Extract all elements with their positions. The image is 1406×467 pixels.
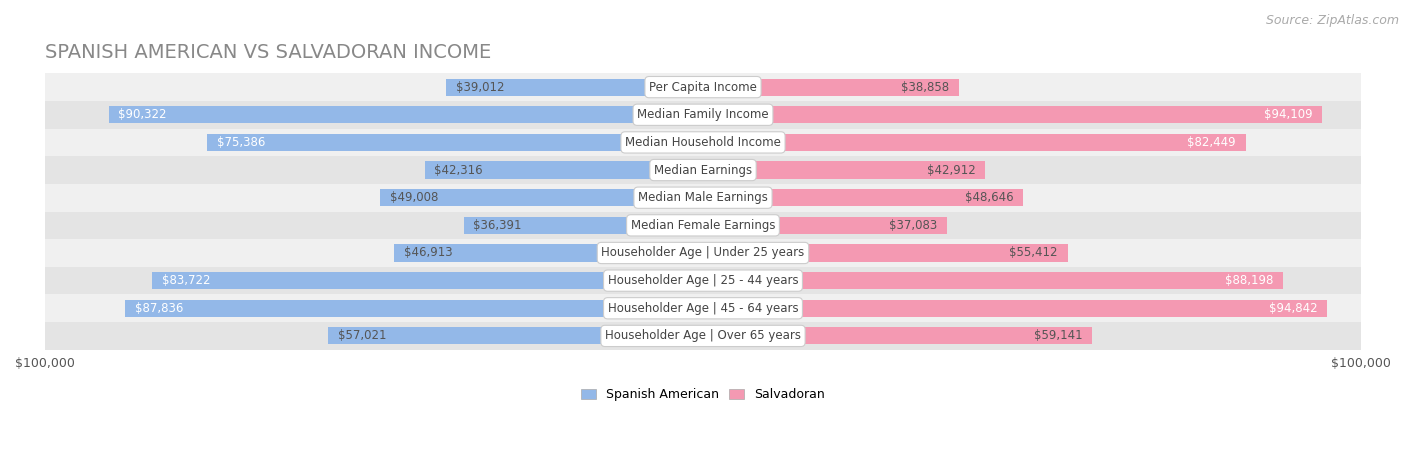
Bar (703, 134, 1246, 151)
Text: $59,141: $59,141 (1033, 329, 1083, 342)
Text: $37,083: $37,083 (889, 219, 938, 232)
Bar (703, 300, 1327, 317)
Bar (207, 134, 703, 151)
Text: $48,646: $48,646 (965, 191, 1014, 204)
Text: $55,412: $55,412 (1010, 247, 1057, 260)
Text: SPANISH AMERICAN VS SALVADORAN INCOME: SPANISH AMERICAN VS SALVADORAN INCOME (45, 43, 491, 62)
Bar (108, 106, 703, 123)
Bar (703, 244, 1067, 262)
Text: Householder Age | 45 - 64 years: Householder Age | 45 - 64 years (607, 302, 799, 315)
Bar (446, 78, 703, 96)
Bar (45, 73, 1361, 101)
Bar (45, 322, 1361, 350)
Bar (45, 128, 1361, 156)
Text: $88,198: $88,198 (1225, 274, 1274, 287)
Bar (45, 156, 1361, 184)
Text: $90,322: $90,322 (118, 108, 167, 121)
Text: $42,912: $42,912 (927, 163, 976, 177)
Bar (703, 78, 959, 96)
Text: $94,109: $94,109 (1264, 108, 1312, 121)
Bar (152, 272, 703, 289)
Text: $49,008: $49,008 (391, 191, 439, 204)
Bar (464, 217, 703, 234)
Text: Median Male Earnings: Median Male Earnings (638, 191, 768, 204)
Bar (45, 239, 1361, 267)
Bar (45, 184, 1361, 212)
Bar (125, 300, 703, 317)
Bar (703, 272, 1284, 289)
Text: Householder Age | Under 25 years: Householder Age | Under 25 years (602, 247, 804, 260)
Text: $83,722: $83,722 (162, 274, 211, 287)
Bar (703, 217, 948, 234)
Bar (45, 267, 1361, 295)
Text: $36,391: $36,391 (474, 219, 522, 232)
Bar (703, 106, 1322, 123)
Text: $39,012: $39,012 (456, 81, 505, 93)
Text: Householder Age | Over 65 years: Householder Age | Over 65 years (605, 329, 801, 342)
Text: Per Capita Income: Per Capita Income (650, 81, 756, 93)
Bar (328, 327, 703, 345)
Text: $46,913: $46,913 (404, 247, 453, 260)
Bar (45, 212, 1361, 239)
Bar (425, 162, 703, 178)
Bar (703, 162, 986, 178)
Text: $75,386: $75,386 (217, 136, 266, 149)
Bar (703, 327, 1092, 345)
Bar (381, 189, 703, 206)
Bar (45, 295, 1361, 322)
Text: $87,836: $87,836 (135, 302, 183, 315)
Text: $38,858: $38,858 (901, 81, 949, 93)
Text: Median Earnings: Median Earnings (654, 163, 752, 177)
Text: $57,021: $57,021 (337, 329, 387, 342)
Text: $94,842: $94,842 (1268, 302, 1317, 315)
Text: Median Household Income: Median Household Income (626, 136, 780, 149)
Bar (394, 244, 703, 262)
Bar (703, 189, 1024, 206)
Legend: Spanish American, Salvadoran: Spanish American, Salvadoran (576, 383, 830, 406)
Text: Householder Age | 25 - 44 years: Householder Age | 25 - 44 years (607, 274, 799, 287)
Text: $82,449: $82,449 (1187, 136, 1236, 149)
Text: $42,316: $42,316 (434, 163, 484, 177)
Bar (45, 101, 1361, 128)
Text: Median Female Earnings: Median Female Earnings (631, 219, 775, 232)
Text: Source: ZipAtlas.com: Source: ZipAtlas.com (1265, 14, 1399, 27)
Text: Median Family Income: Median Family Income (637, 108, 769, 121)
